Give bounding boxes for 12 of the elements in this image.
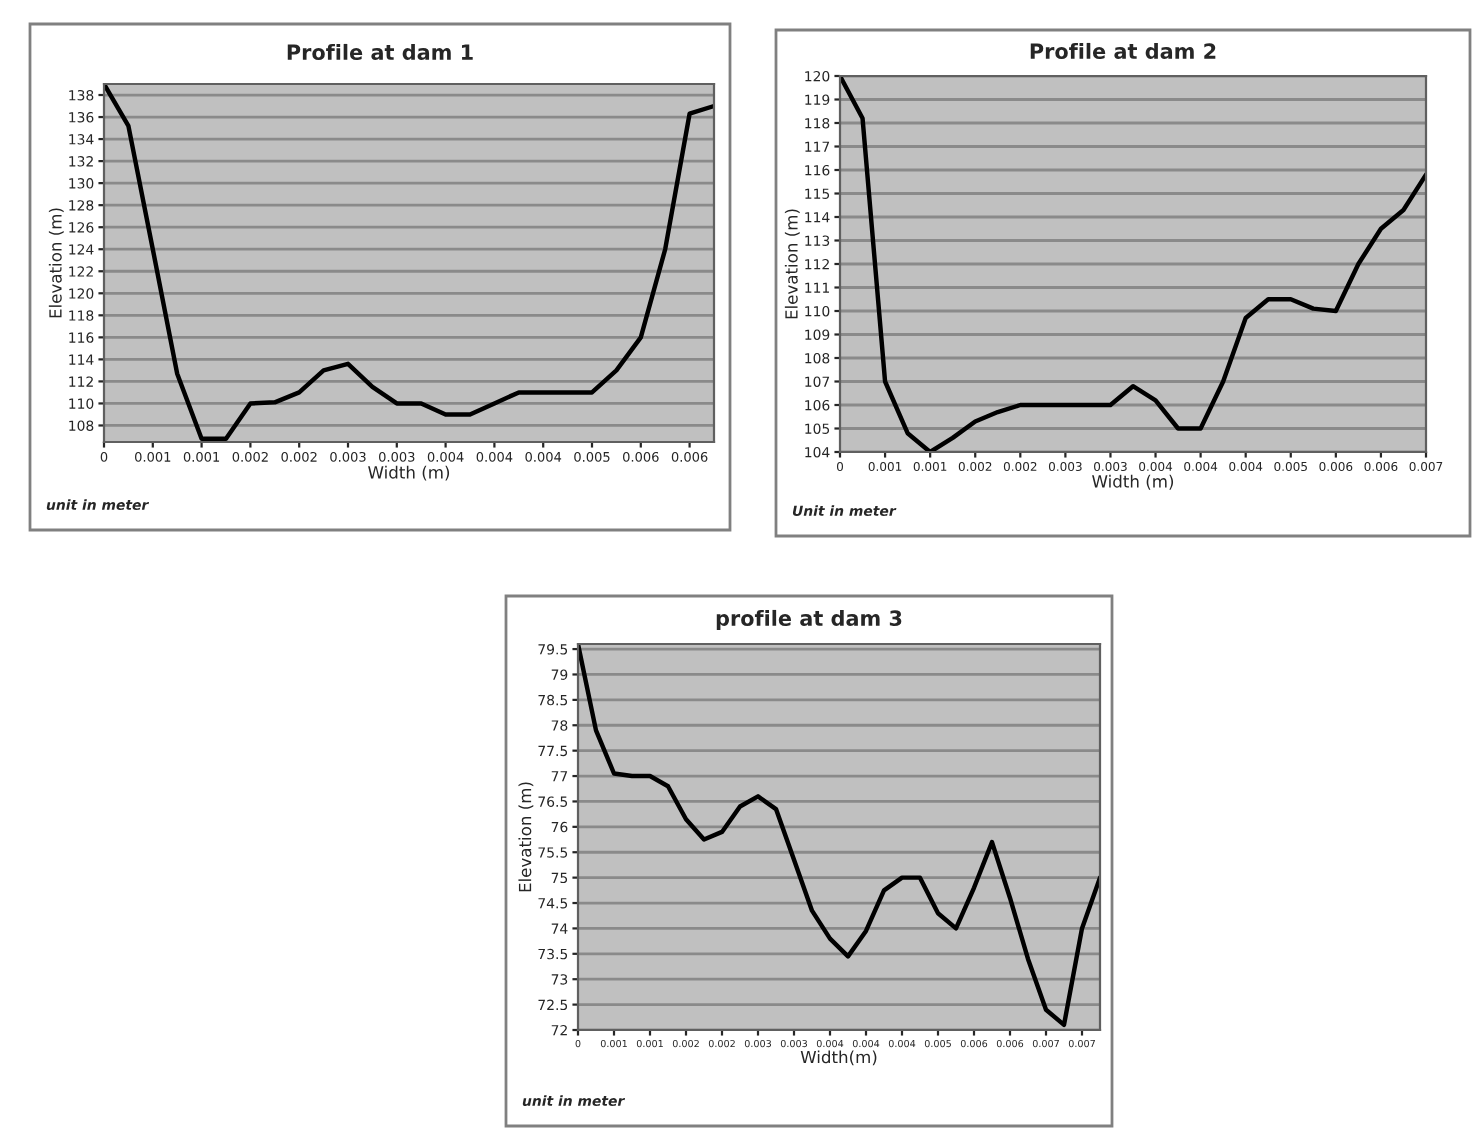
y-axis-title: Elevation (m) bbox=[48, 208, 64, 318]
chart-title: profile at dam 3 bbox=[716, 609, 902, 631]
x-axis-title: Width (m) bbox=[368, 465, 450, 481]
line-series bbox=[578, 644, 1100, 1028]
x-axis-title: Width (m) bbox=[1092, 474, 1174, 490]
y-axis-title: Elevation (m) bbox=[518, 782, 534, 892]
chart-title: Profile at dam 1 bbox=[287, 43, 473, 61]
line-series bbox=[840, 76, 1426, 452]
chart-title: Profile at dam 2 bbox=[1030, 42, 1216, 60]
x-axis-title: Width(m) bbox=[800, 1050, 877, 1066]
line-series bbox=[104, 84, 714, 441]
y-axis-title: Elevation (m) bbox=[784, 209, 800, 319]
